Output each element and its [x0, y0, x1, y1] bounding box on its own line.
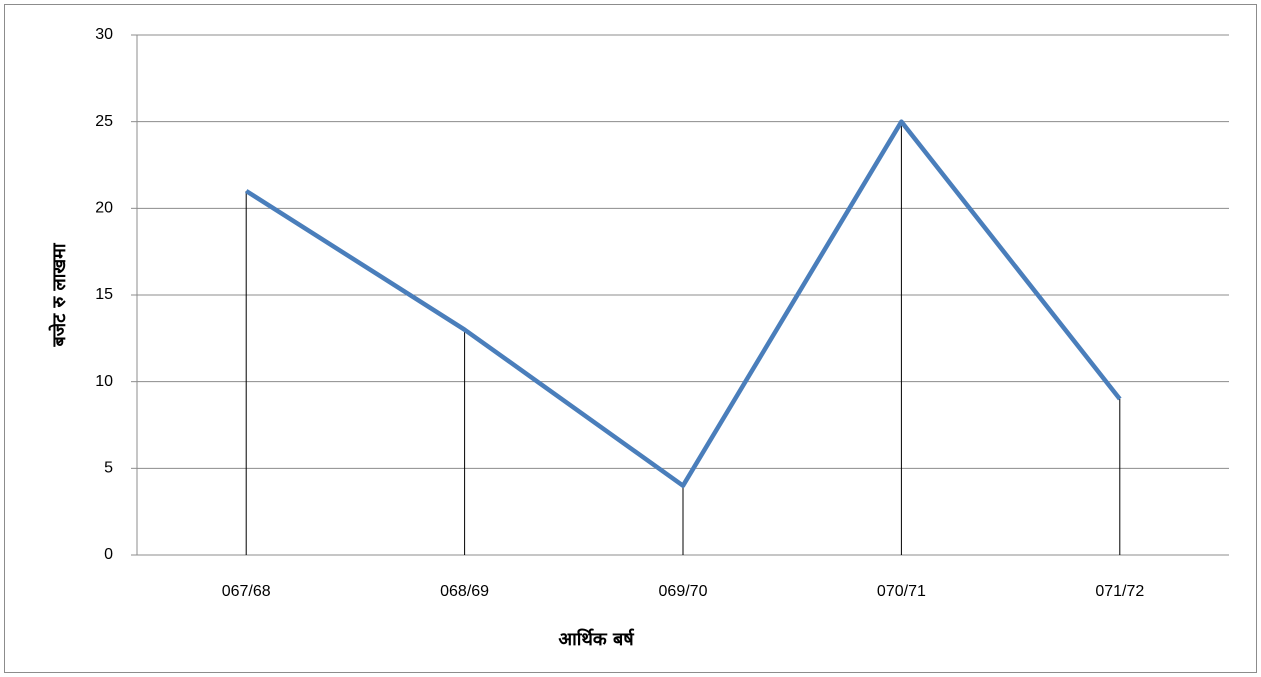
x-tick-label: 069/70: [659, 583, 708, 600]
data-line: [244, 119, 1122, 488]
x-tick-label: 067/68: [222, 583, 271, 600]
x-tick-label: 071/72: [1095, 583, 1144, 600]
y-tick-label: 25: [95, 113, 113, 130]
chart-border: [4, 4, 1257, 673]
y-tick-label: 10: [95, 373, 113, 390]
y-tick-label: 5: [104, 460, 113, 477]
y-tick-label: 20: [95, 200, 113, 217]
x-tick-label: 070/71: [877, 583, 926, 600]
y-tick-label: 0: [104, 546, 113, 563]
x-axis-title: आर्थिक बर्ष: [558, 628, 634, 650]
x-tick-label: 068/69: [440, 583, 489, 600]
y-tick-label: 15: [95, 286, 113, 303]
y-tick-label: 30: [95, 26, 113, 43]
y-axis-title: बजेट रु लाखमा: [48, 242, 70, 347]
